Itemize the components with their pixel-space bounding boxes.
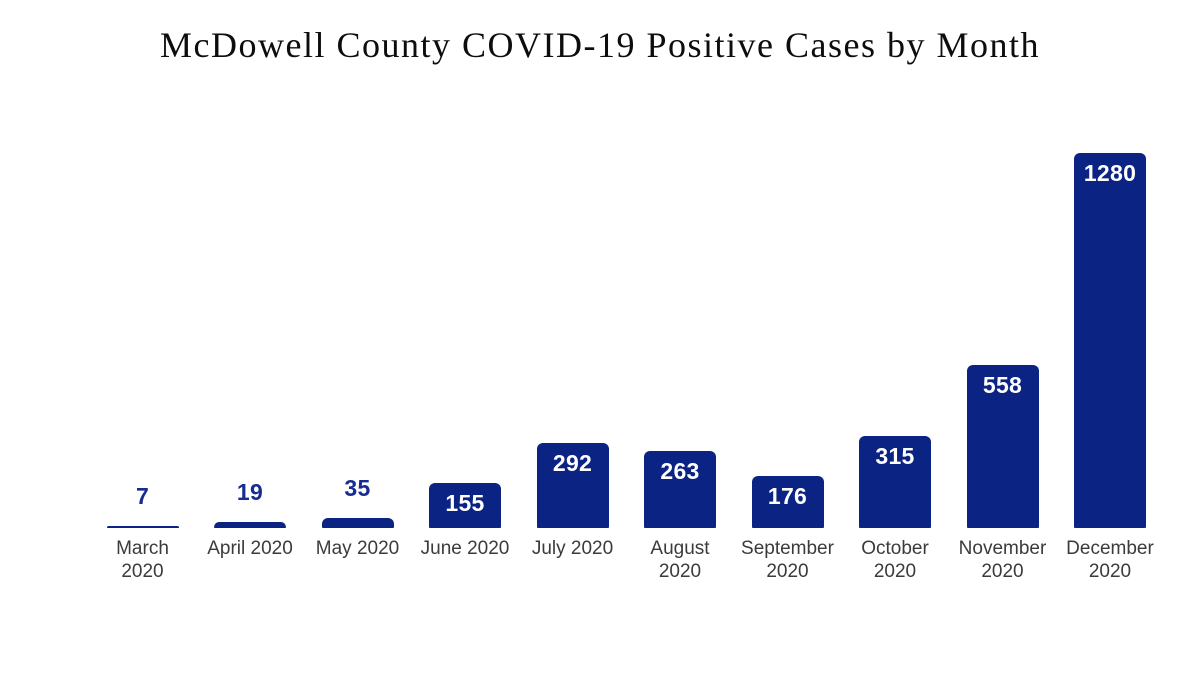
category-label: December 2020: [1056, 537, 1164, 583]
category-label-line: June 2020: [420, 538, 510, 559]
value-label: 263: [660, 458, 700, 484]
category-label-line: 2020: [766, 561, 809, 582]
category-label: June 2020: [411, 537, 519, 560]
bar: [1074, 153, 1146, 528]
value-label: 292: [552, 449, 593, 476]
category-label-line: November: [958, 538, 1047, 559]
category-label-line: 2020: [658, 561, 702, 582]
value-label: 35: [344, 474, 371, 501]
category-label-line: May 2020: [315, 538, 400, 559]
category-label-line: August: [650, 538, 710, 559]
chart-title: McDowell County COVID-19 Positive Cases …: [160, 25, 1040, 65]
value-label: 155: [445, 489, 485, 516]
category-label: April 2020: [196, 537, 304, 560]
bar: [106, 525, 179, 528]
bar: [751, 476, 824, 528]
value-label: 315: [875, 442, 915, 469]
value-label: 176: [767, 483, 808, 510]
bar: [859, 435, 931, 528]
category-label-line: September: [741, 538, 834, 559]
bar: [214, 522, 286, 528]
value-label: 7: [135, 482, 150, 509]
value-label: 558: [982, 371, 1023, 398]
category-label: July 2020: [519, 537, 627, 560]
category-label: October 2020: [841, 537, 949, 583]
category-label-line: October: [861, 538, 929, 559]
bar: [536, 442, 609, 528]
category-label: May 2020: [304, 537, 412, 560]
category-label-line: March: [116, 538, 169, 559]
category-label: November 2020: [949, 537, 1057, 583]
category-label-line: December: [1066, 538, 1154, 559]
category-label-line: April 2020: [207, 538, 293, 559]
category-label: September 2020: [734, 537, 842, 583]
value-label: 1280: [1083, 160, 1137, 187]
value-label: 19: [236, 479, 264, 506]
category-label-line: 2020: [121, 561, 164, 582]
category-label-line: 2020: [873, 561, 917, 582]
bar: [429, 482, 501, 528]
category-label: August 2020: [626, 537, 734, 583]
bar: [321, 517, 394, 528]
category-label-line: July 2020: [531, 538, 614, 559]
category-label: March 2020: [89, 537, 197, 583]
category-label-line: 2020: [1088, 561, 1132, 582]
category-label-line: 2020: [981, 561, 1024, 582]
bar: [644, 451, 716, 528]
bar: [966, 364, 1039, 528]
